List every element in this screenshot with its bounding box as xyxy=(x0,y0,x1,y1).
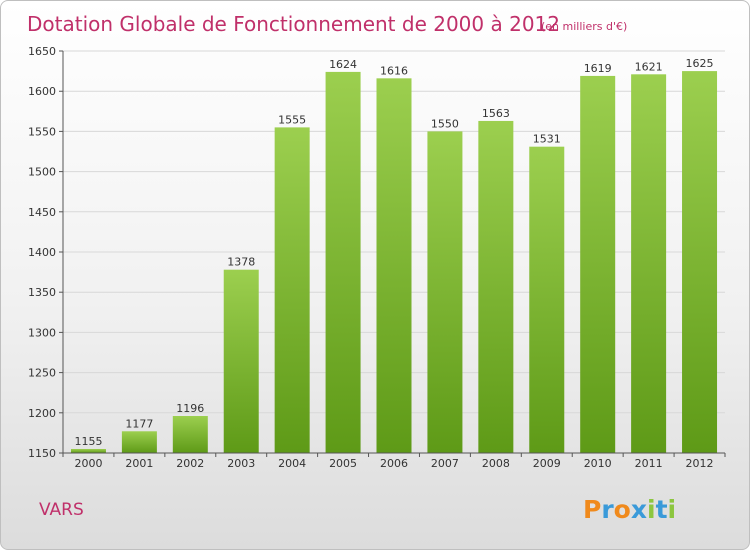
x-tick-label: 2002 xyxy=(176,457,204,470)
x-tick-label: 2003 xyxy=(227,457,255,470)
bar-2008 xyxy=(478,120,514,453)
y-tick-label: 1300 xyxy=(28,326,56,339)
bar-2001 xyxy=(121,431,157,453)
x-tick-label: 2009 xyxy=(533,457,561,470)
value-label: 1619 xyxy=(584,62,612,75)
value-label: 1378 xyxy=(227,256,255,269)
y-tick-label: 1150 xyxy=(28,447,56,460)
bars xyxy=(70,71,718,454)
chart-subtitle: (en milliers d'€) xyxy=(541,20,627,33)
bar-2002 xyxy=(172,416,208,453)
value-label: 1155 xyxy=(74,435,102,448)
bar-2012 xyxy=(682,71,718,453)
bar-2000 xyxy=(70,448,106,453)
x-tick-label: 2012 xyxy=(686,457,714,470)
x-axis-ticks: 2000 2001 2002 2003 2004 2005 2006 2007 2008 2009… xyxy=(62,453,726,470)
y-tick-label: 1350 xyxy=(28,286,56,299)
x-tick-label: 2008 xyxy=(482,457,510,470)
y-axis-ticks: 1150 1200 1250 1300 1350 1400 1450 1500 1550 1600… xyxy=(28,45,63,460)
bar-2007 xyxy=(427,131,463,453)
y-tick-label: 1250 xyxy=(28,367,56,380)
y-tick-label: 1500 xyxy=(28,166,56,179)
x-tick-label: 2011 xyxy=(635,457,663,470)
value-label: 1196 xyxy=(176,402,204,415)
y-tick-label: 1400 xyxy=(28,246,56,259)
y-tick-label: 1650 xyxy=(28,45,56,58)
y-tick-label: 1550 xyxy=(28,125,56,138)
bar-2009 xyxy=(529,146,565,453)
y-tick-label: 1450 xyxy=(28,206,56,219)
x-tick-label: 2001 xyxy=(125,457,153,470)
x-tick-label: 2004 xyxy=(278,457,306,470)
value-label: 1625 xyxy=(686,57,714,70)
bar-2005 xyxy=(325,71,361,454)
value-label: 1177 xyxy=(125,417,153,430)
x-tick-label: 2007 xyxy=(431,457,459,470)
x-tick-label: 2005 xyxy=(329,457,357,470)
bar-2006 xyxy=(376,78,412,453)
x-tick-label: 2010 xyxy=(584,457,612,470)
place-name: VARS xyxy=(39,500,84,520)
value-label: 1563 xyxy=(482,107,510,120)
proxiti-logo: Proxiti xyxy=(583,495,676,524)
bar-2011 xyxy=(631,74,667,453)
bar-2003 xyxy=(223,269,259,453)
proxiti-logo-text: Proxiti xyxy=(583,495,676,524)
y-tick-label: 1200 xyxy=(28,407,56,420)
value-label: 1621 xyxy=(635,60,663,73)
x-tick-label: 2006 xyxy=(380,457,408,470)
value-label: 1550 xyxy=(431,117,459,130)
value-label: 1531 xyxy=(533,133,561,146)
chart-title: Dotation Globale de Fonctionnement de 20… xyxy=(27,12,560,36)
bar-2004 xyxy=(274,127,310,453)
value-label: 1555 xyxy=(278,113,306,126)
y-tick-label: 1600 xyxy=(28,85,56,98)
bar-2010 xyxy=(580,75,616,453)
value-labels: 1155 1177 1196 1378 1555 1624 1616 1550 1563 1531… xyxy=(74,57,713,448)
value-label: 1616 xyxy=(380,64,408,77)
x-tick-label: 2000 xyxy=(74,457,102,470)
value-label: 1624 xyxy=(329,58,357,71)
